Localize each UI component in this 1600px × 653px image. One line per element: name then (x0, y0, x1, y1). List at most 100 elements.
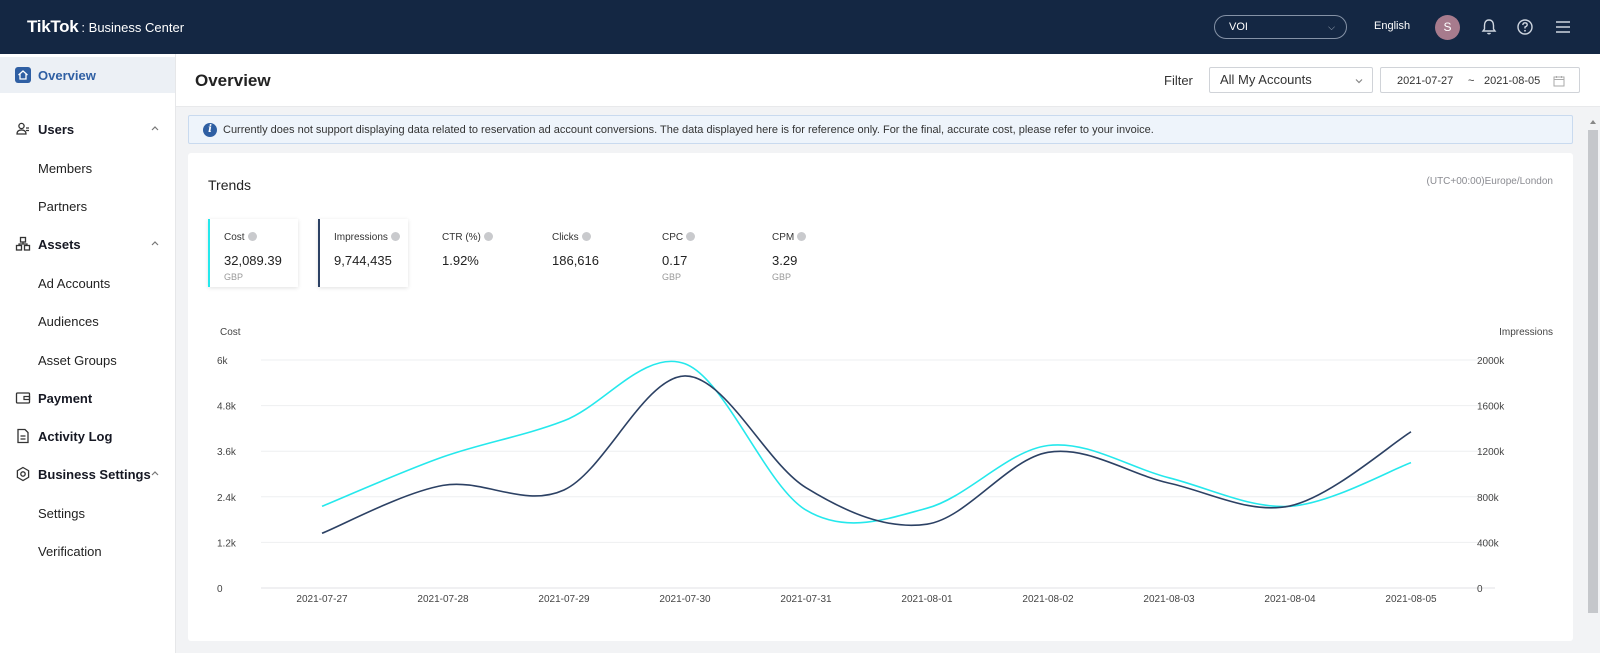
date-separator: ~ (1468, 75, 1475, 87)
metric-label: Impressions (334, 232, 388, 243)
sidebar-item-partners[interactable]: Partners (0, 188, 175, 224)
sidebar-group-assets[interactable]: Assets (0, 226, 175, 262)
brand-name: TikTok (27, 17, 79, 36)
sidebar-item-label: Users (38, 121, 75, 137)
sidebar-item-members[interactable]: Members (0, 150, 175, 186)
sidebar-item-overview[interactable]: Overview (0, 57, 175, 93)
trends-title: Trends (208, 177, 252, 193)
page-title: Overview (195, 71, 271, 90)
help-icon[interactable] (1515, 17, 1535, 37)
sidebar-item-label: Members (38, 160, 93, 176)
wallet-icon (15, 392, 31, 404)
help-icon[interactable] (686, 232, 696, 241)
scroll-up-icon[interactable] (1589, 118, 1597, 126)
series-line-cost (321, 360, 1412, 524)
help-icon[interactable] (247, 232, 257, 241)
chevron-down-icon (1355, 79, 1363, 84)
chevron-up-icon (151, 471, 159, 476)
settings-icon (16, 466, 30, 482)
y-tick-right: 2000k (1477, 356, 1505, 367)
metric-unit: GBP (772, 272, 792, 282)
x-tick-label: 2021-07-29 (538, 594, 590, 605)
metric-ctr[interactable]: CTR (%) 1.92% (428, 219, 518, 287)
sidebar-item-asset-groups[interactable]: Asset Groups (0, 342, 175, 378)
x-tick-label: 2021-07-27 (296, 594, 348, 605)
business-account-value: VOI (1229, 21, 1248, 33)
top-bar: TikTok : Business Center VOI ⌵ English S (0, 0, 1600, 54)
calendar-icon (1553, 76, 1565, 87)
sidebar-item-label: Payment (38, 390, 93, 406)
help-icon[interactable] (390, 232, 400, 241)
sidebar-item-payment[interactable]: Payment (0, 380, 175, 416)
assets-icon (15, 236, 31, 251)
metric-impressions[interactable]: Impressions 9,744,435 (318, 219, 408, 287)
y-tick-left: 0 (217, 584, 223, 595)
metric-value: 9,744,435 (334, 253, 392, 268)
metric-clicks[interactable]: Clicks 186,616 (538, 219, 628, 287)
logo[interactable]: TikTok : Business Center (27, 17, 184, 37)
sidebar: Overview Users Members Partners Assets A… (0, 54, 176, 653)
sidebar-item-audiences[interactable]: Audiences (0, 303, 175, 339)
sidebar-item-ad-accounts[interactable]: Ad Accounts (0, 265, 175, 301)
x-tick-label: 2021-07-30 (659, 594, 711, 605)
metric-label: Clicks (552, 232, 579, 243)
sidebar-group-users[interactable]: Users (0, 111, 175, 147)
metric-value: 1.92% (442, 253, 479, 268)
account-filter-select[interactable]: All My Accounts (1209, 67, 1373, 93)
account-filter-value: All My Accounts (1220, 72, 1312, 87)
x-tick-label: 2021-08-03 (1143, 594, 1195, 605)
scrollbar-thumb[interactable] (1588, 130, 1598, 613)
sidebar-group-business-settings[interactable]: Business Settings (0, 456, 175, 492)
metric-value: 0.17 (662, 253, 688, 268)
y-tick-right: 800k (1477, 493, 1500, 504)
date-end: 2021-08-05 (1484, 75, 1541, 87)
y-tick-left: 6k (217, 356, 229, 367)
trends-chart: 0 0 1.2k 400k 2.4k 800k 3.6k 1200k 4.8k 1600k 6k 20… (217, 327, 1553, 605)
brand-suffix: : Business Center (81, 20, 185, 35)
sidebar-item-verification[interactable]: Verification (0, 533, 175, 569)
chevron-up-icon (151, 126, 159, 131)
chevron-down-icon: ⌵ (1328, 22, 1335, 32)
x-tick-label: 2021-08-05 (1385, 594, 1437, 605)
x-tick-label: 2021-07-28 (417, 594, 469, 605)
sidebar-item-label: Asset Groups (38, 352, 117, 368)
info-banner: i Currently does not support displaying … (188, 115, 1573, 144)
trends-card: Trends (UTC+00:00)Europe/London Cost 32,… (188, 153, 1573, 641)
sidebar-item-label: Overview (38, 67, 96, 83)
y-tick-left: 1.2k (217, 538, 237, 549)
metric-cost[interactable]: Cost 32,089.39 GBP (208, 219, 298, 287)
x-tick-label: 2021-08-01 (901, 594, 953, 605)
document-icon (17, 428, 29, 444)
avatar[interactable]: S (1435, 15, 1460, 40)
business-account-select[interactable]: VOI ⌵ (1214, 15, 1347, 39)
y-tick-right: 1200k (1477, 447, 1505, 458)
metric-label: CTR (%) (442, 232, 481, 243)
sidebar-item-settings[interactable]: Settings (0, 495, 175, 531)
metric-cpm[interactable]: CPM 3.29 GBP (758, 219, 848, 287)
sidebar-item-label: Verification (38, 543, 102, 559)
page-header: Overview Filter All My Accounts 2021-07-… (176, 54, 1600, 107)
metric-label: CPM (772, 232, 795, 243)
x-tick-label: 2021-08-04 (1264, 594, 1316, 605)
bell-icon[interactable] (1479, 17, 1499, 37)
date-range-picker[interactable]: 2021-07-27 ~ 2021-08-05 (1380, 67, 1580, 93)
help-icon[interactable] (581, 232, 591, 241)
x-tick-label: 2021-08-02 (1022, 594, 1074, 605)
date-start: 2021-07-27 (1397, 75, 1454, 87)
sidebar-item-activity-log[interactable]: Activity Log (0, 418, 175, 454)
metric-label: CPC (662, 232, 684, 243)
menu-icon[interactable] (1553, 17, 1573, 37)
language-switch[interactable]: English (1374, 20, 1411, 32)
metric-unit: GBP (224, 272, 244, 282)
y-tick-left: 2.4k (217, 493, 237, 504)
info-banner-text: Currently does not support displaying da… (223, 124, 1154, 136)
sidebar-item-label: Audiences (38, 313, 99, 329)
scrollbar[interactable] (1586, 114, 1600, 653)
sidebar-item-label: Partners (38, 198, 88, 214)
sidebar-item-label: Activity Log (38, 428, 113, 444)
chevron-up-icon (151, 241, 159, 246)
help-icon[interactable] (483, 232, 493, 241)
help-icon[interactable] (797, 232, 807, 241)
sidebar-item-label: Ad Accounts (38, 275, 111, 291)
metric-cpc[interactable]: CPC 0.17 GBP (648, 219, 738, 287)
